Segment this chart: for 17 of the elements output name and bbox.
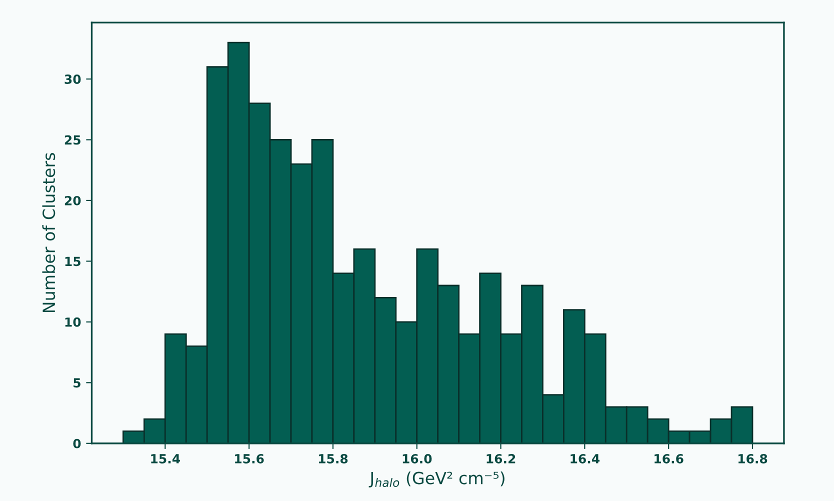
y-tick-label: 0 <box>73 438 81 448</box>
x-tick-label: 16.4 <box>570 454 600 464</box>
x-tick-label: 15.6 <box>235 454 264 464</box>
x-tick-label: 15.8 <box>318 454 348 464</box>
y-tick-label: 15 <box>65 256 80 266</box>
x-tick-label: 16.0 <box>402 454 432 464</box>
x-tick-label: 16.2 <box>486 454 516 464</box>
x-tick-label: 15.4 <box>151 454 180 464</box>
x-tick-label: 16.6 <box>654 454 684 464</box>
x-tick-label: 16.8 <box>738 454 768 464</box>
y-axis-title: Number of Clusters <box>42 153 56 312</box>
y-tick-label: 30 <box>64 74 81 84</box>
y-tick-label: 20 <box>64 196 81 206</box>
y-tick-label: 25 <box>64 135 80 145</box>
y-tick-label: 5 <box>74 378 80 388</box>
y-tick-label: 10 <box>65 317 81 327</box>
x-axis-title: J$_{halo}$ (GeV² cm⁻⁵) <box>368 471 504 488</box>
